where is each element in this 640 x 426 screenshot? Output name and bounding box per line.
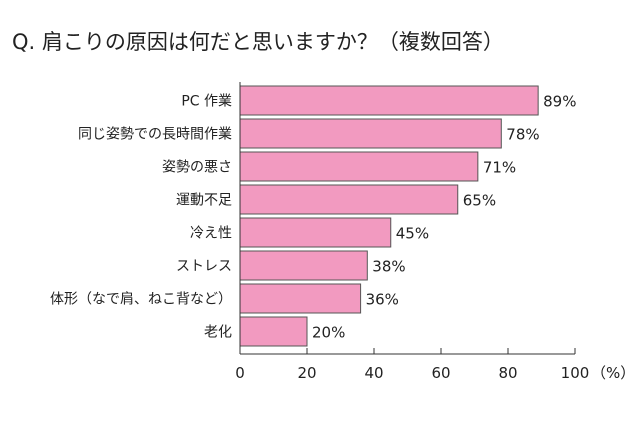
category-label: 体形（なで肩、ねこ背など） [50, 292, 232, 308]
category-label: 老化 [204, 325, 232, 341]
category-label: 冷え性 [190, 226, 232, 242]
value-label: 36% [366, 291, 399, 309]
x-tick-label: 20 [297, 364, 316, 382]
bar [239, 283, 362, 314]
x-tick-label: 0 [235, 364, 245, 382]
value-label: 38% [372, 258, 405, 276]
category-label: ストレス [176, 259, 232, 275]
category-label: PC 作業 [181, 94, 232, 110]
x-tick-label: 60 [431, 364, 450, 382]
bar [239, 118, 502, 149]
category-label: 運動不足 [176, 193, 232, 209]
x-tick-label: 80 [498, 364, 517, 382]
category-label: 姿勢の悪さ [162, 160, 232, 176]
value-label: 20% [312, 324, 345, 342]
bar [239, 250, 368, 281]
value-label: 71% [483, 159, 516, 177]
bar [239, 217, 392, 248]
chart-title: Q. 肩こりの原因は何だと思いますか？（複数回答） [12, 30, 504, 54]
value-label: 89% [543, 93, 576, 111]
x-axis-unit: （%） [591, 364, 635, 382]
bar [239, 85, 539, 116]
bar [239, 184, 459, 215]
value-label: 78% [506, 126, 539, 144]
value-label: 45% [396, 225, 429, 243]
value-label: 65% [463, 192, 496, 210]
x-tick-label: 40 [364, 364, 383, 382]
bar [239, 151, 479, 182]
x-tick-label: 100 [561, 364, 590, 382]
category-label: 同じ姿勢での長時間作業 [78, 127, 232, 143]
bar [239, 316, 308, 347]
